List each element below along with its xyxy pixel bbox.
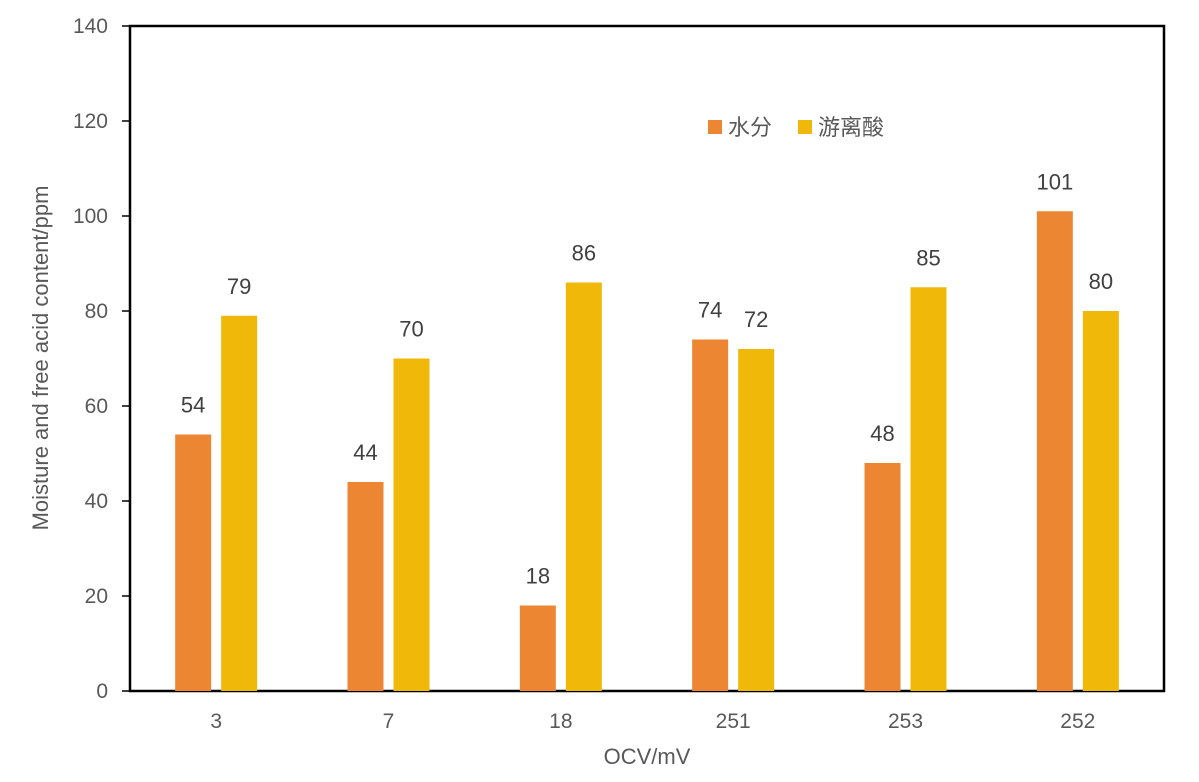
legend-label: 水分 <box>728 115 772 140</box>
y-tick-label: 140 <box>73 15 108 38</box>
y-tick-label: 60 <box>85 395 108 418</box>
data-label: 74 <box>698 298 722 323</box>
bar-series1-18 <box>519 605 556 691</box>
bar-series1-7 <box>347 482 384 691</box>
data-label: 80 <box>1089 269 1113 294</box>
data-labels-group: 54 44 18 74 48 101 79 70 86 72 85 80 <box>181 169 1113 588</box>
x-tick-label: 251 <box>716 710 751 733</box>
x-tick-label: 18 <box>549 710 572 733</box>
y-tick-label: 40 <box>85 490 108 513</box>
legend-swatch <box>798 120 812 134</box>
y-axis: 0 20 40 60 80 100 120 140 <box>73 15 130 703</box>
y-tick-label: 80 <box>85 300 108 323</box>
bar-series2-252 <box>1082 311 1119 691</box>
data-label: 18 <box>526 564 550 589</box>
data-label: 79 <box>227 274 251 299</box>
y-tick-label: 0 <box>96 680 108 703</box>
data-label: 70 <box>399 317 423 342</box>
legend: 水分 游离酸 <box>708 115 884 140</box>
data-label: 48 <box>870 421 894 446</box>
x-tick-label: 253 <box>888 710 923 733</box>
bar-series2-253 <box>910 287 947 691</box>
y-axis-title: Moisture and free acid content/ppm <box>28 186 53 531</box>
bar-series1-253 <box>864 463 901 691</box>
data-label: 72 <box>744 307 768 332</box>
y-tick-label: 100 <box>73 205 108 228</box>
x-axis-title: OCV/mV <box>604 744 691 769</box>
legend-swatch <box>708 120 722 134</box>
x-axis: 3 7 18 251 253 252 <box>210 710 1095 733</box>
bars-group <box>175 211 1119 691</box>
bar-series2-7 <box>393 358 430 691</box>
bar-series2-251 <box>738 349 775 691</box>
data-label: 86 <box>572 241 596 266</box>
bar-series1-251 <box>692 339 729 691</box>
bar-series1-3 <box>175 434 212 691</box>
data-label: 54 <box>181 393 205 418</box>
bar-series2-18 <box>565 282 602 691</box>
bar-series1-252 <box>1036 211 1073 691</box>
legend-label: 游离酸 <box>818 115 884 140</box>
y-tick-label: 20 <box>85 585 108 608</box>
x-tick-label: 7 <box>383 710 395 733</box>
x-tick-label: 3 <box>210 710 222 733</box>
data-label: 85 <box>916 245 940 270</box>
data-label: 44 <box>353 440 377 465</box>
data-label: 101 <box>1036 169 1073 194</box>
x-tick-label: 252 <box>1060 710 1095 733</box>
bar-series2-3 <box>221 315 258 691</box>
y-tick-label: 120 <box>73 110 108 133</box>
plot-area-frame <box>128 24 1166 693</box>
